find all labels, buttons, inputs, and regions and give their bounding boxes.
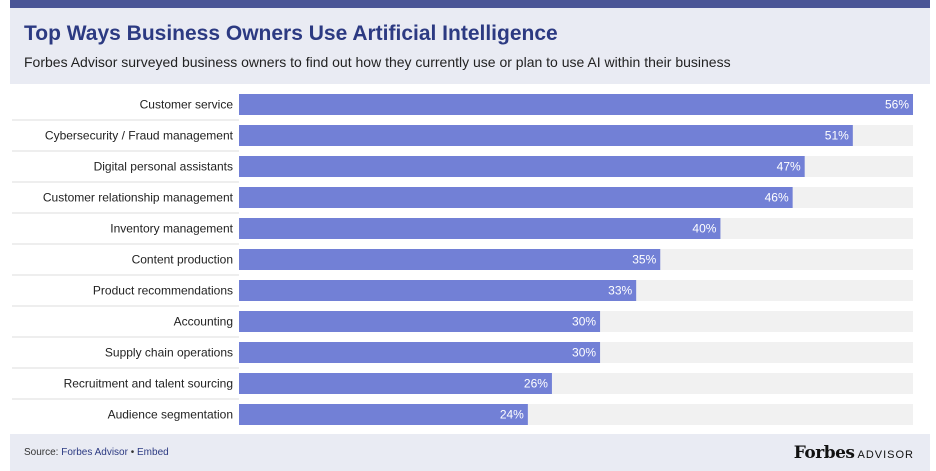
bar xyxy=(239,218,721,239)
value-label: 56% xyxy=(885,98,909,112)
category-label: Customer relationship management xyxy=(43,191,234,205)
category-label: Inventory management xyxy=(110,222,233,236)
value-label: 30% xyxy=(572,315,596,329)
value-label: 40% xyxy=(692,222,716,236)
source-line: Source: Forbes Advisor • Embed xyxy=(24,447,169,458)
embed-link[interactable]: Embed xyxy=(137,447,169,458)
bar xyxy=(239,404,528,425)
category-label: Customer service xyxy=(140,98,234,112)
value-label: 51% xyxy=(825,129,849,143)
source-link[interactable]: Forbes Advisor xyxy=(61,447,128,458)
source-separator: • xyxy=(127,447,138,458)
bar xyxy=(239,249,661,270)
category-label: Product recommendations xyxy=(93,284,233,298)
bar xyxy=(239,311,601,332)
bar xyxy=(239,156,805,177)
chart-header: Top Ways Business Owners Use Artificial … xyxy=(10,8,930,84)
brand-sub: ADVISOR xyxy=(857,449,914,461)
bar xyxy=(239,373,552,394)
value-label: 33% xyxy=(608,284,632,298)
category-label: Content production xyxy=(132,253,233,267)
value-label: 26% xyxy=(524,377,548,391)
chart-footer: Source: Forbes Advisor • Embed Forbes ADV… xyxy=(10,434,930,471)
source-prefix: Source: xyxy=(24,447,62,458)
bar xyxy=(239,342,601,363)
value-label: 47% xyxy=(777,160,801,174)
value-label: 35% xyxy=(632,253,656,267)
bar xyxy=(239,280,637,301)
forbes-advisor-logo[interactable]: Forbes ADVISOR xyxy=(794,443,914,463)
bar xyxy=(239,94,913,115)
category-label: Accounting xyxy=(174,315,233,329)
bar-chart: Customer service 56% Cybersecurity / Fraud… xyxy=(12,94,913,425)
category-label: Recruitment and talent sourcing xyxy=(64,377,233,391)
category-label: Supply chain operations xyxy=(105,346,233,360)
bar xyxy=(239,125,853,146)
value-label: 30% xyxy=(572,346,596,360)
category-label: Cybersecurity / Fraud management xyxy=(45,129,234,143)
top-stripe xyxy=(10,0,930,8)
value-label: 46% xyxy=(765,191,789,205)
category-label: Digital personal assistants xyxy=(94,160,233,174)
chart-subtitle: Forbes Advisor surveyed business owners … xyxy=(24,54,731,70)
brand-name: Forbes xyxy=(793,443,855,463)
value-label: 24% xyxy=(500,408,524,422)
category-label: Audience segmentation xyxy=(108,408,233,422)
bar xyxy=(239,187,793,208)
chart-title: Top Ways Business Owners Use Artificial … xyxy=(24,22,558,45)
